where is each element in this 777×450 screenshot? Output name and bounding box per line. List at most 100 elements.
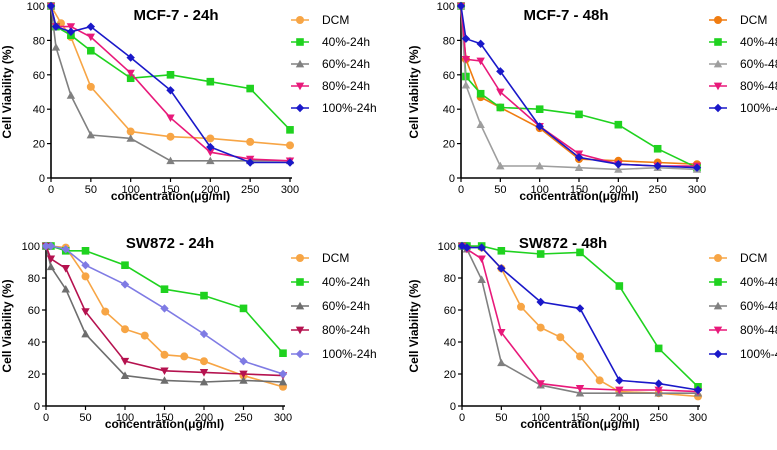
chart-1-series-100-24h-point <box>206 142 215 152</box>
chart-3-title: SW872 - 24h <box>126 235 214 252</box>
chart-4-series-40-48h-point <box>654 344 663 353</box>
chart-2-legend-swatch-marker <box>714 38 722 46</box>
chart-1-series-dcm-point <box>166 132 175 141</box>
chart-4-series-100-48h-point <box>462 243 472 252</box>
chart-1-series-60-24h-point <box>126 134 135 142</box>
chart-2-y-label: Cell Viability (%) <box>407 45 421 138</box>
chart-1-title: MCF-7 - 24h <box>133 7 218 24</box>
chart-1-series-40-24h-line <box>50 5 291 131</box>
chart-2-legend-80-48h: 80%-48h <box>709 79 777 93</box>
chart-1-legend-label: 100%-24h <box>322 101 377 115</box>
chart-3-legend-label: 60%-24h <box>322 299 370 313</box>
chart-1-x-tick-label: 250 <box>241 184 259 196</box>
chart-4-y-label: Cell Viability (%) <box>407 279 421 372</box>
chart-4-legend-label: 80%-48h <box>740 323 777 337</box>
chart-4-series-dcm-point <box>556 333 565 342</box>
chart-4-legend-label: DCM <box>740 251 767 265</box>
chart-3-series-100-24h-point <box>199 329 209 339</box>
chart-1-series-80-24h-point <box>166 114 175 122</box>
chart-3-legend-40-24h: 40%-24h <box>291 275 370 289</box>
chart-1-series-100-24h-point <box>51 22 61 31</box>
chart-2-legend-100-48h: 100%-48h <box>709 101 777 115</box>
chart-3-series-dcm-point <box>200 357 208 366</box>
chart-1-series-dcm-point <box>286 141 294 150</box>
chart-2-series-80-48h <box>456 2 702 171</box>
chart-4-x-tick-label: 150 <box>571 412 589 424</box>
chart-4-legend-swatch-marker <box>713 326 723 335</box>
chart-2-series-60-48h-point <box>461 80 471 89</box>
chart-2-series-40-48h-point <box>653 144 662 153</box>
chart-2-series-60-48h-point <box>496 161 505 170</box>
chart-4-x-tick-label: 300 <box>689 412 707 424</box>
chart-2-legend-label: 80%-48h <box>740 79 777 93</box>
chart-1-series-100-24h <box>46 1 295 167</box>
chart-1-series-40-24h-point <box>286 126 294 134</box>
chart-3-series-40-24h-point <box>121 261 129 269</box>
chart-1-legend-dcm: DCM <box>291 13 349 27</box>
chart-3-y-tick-label: 40 <box>28 337 40 349</box>
chart-3-x-tick-label: 300 <box>274 412 292 424</box>
chart-3-series-dcm-point <box>121 325 129 334</box>
chart-2-series-100-48h-point <box>496 67 505 76</box>
chart-1-series-40-24h-point <box>166 71 175 79</box>
chart-4-series-80-48h-point <box>575 385 585 393</box>
chart-2-legend-dcm: DCM <box>709 13 767 27</box>
chart-3-series-60-24h-point <box>199 377 209 386</box>
chart-4-x-label: concentration(μg/ml) <box>520 417 639 431</box>
chart-4-legend-label: 60%-48h <box>740 299 777 313</box>
chart-4-y-tick-label: 40 <box>444 337 456 349</box>
chart-3-x-tick-label: 150 <box>155 412 173 424</box>
chart-1-legend-80-24h: 80%-24h <box>291 79 370 93</box>
chart-1-x-label: concentration(μg/ml) <box>111 189 230 203</box>
chart-4-series-80-48h-point <box>654 386 663 395</box>
chart-2-x-tick-label: 300 <box>688 184 706 196</box>
chart-2-series-80-48h-point <box>461 55 471 64</box>
chart-3-y-tick-label: 20 <box>28 369 40 381</box>
chart-3-series-40-24h-point <box>160 285 169 293</box>
chart-4-series-80-48h <box>457 242 703 396</box>
chart-3-series-80-24h-point <box>239 370 248 379</box>
chart-3-x-tick-label: 250 <box>234 412 252 424</box>
chart-2-series-80-48h-point <box>496 88 505 97</box>
chart-1-series-80-24h-point <box>66 23 76 31</box>
chart-1-series-100-24h-point <box>126 53 135 62</box>
chart-1-x-tick-label: 200 <box>201 184 219 196</box>
chart-1-series-dcm-point <box>86 82 95 91</box>
chart-2-series-40-48h-point <box>476 89 485 98</box>
chart-4-x-tick-label: 0 <box>459 412 465 424</box>
chart-4-y-tick-label: 80 <box>444 273 456 285</box>
chart-1-series-60-24h-point <box>66 91 76 99</box>
chart-1-series-100-24h-point <box>86 22 96 31</box>
chart-2-series-60-48h-point <box>535 161 544 170</box>
chart-3-series-100-24h-point <box>278 369 288 379</box>
chart-2-y-tick-label: 40 <box>443 104 455 116</box>
chart-4-series-100-48h-point <box>536 297 545 307</box>
chart-2-series-100-48h-point <box>614 160 623 169</box>
chart-2-series-dcm <box>457 2 701 169</box>
chart-2-x-tick-label: 50 <box>494 184 506 196</box>
chart-1-series-80-24h-point <box>206 148 215 157</box>
chart-4-series-40-48h-point <box>615 282 624 290</box>
chart-4-series-40-48h-point <box>576 248 584 257</box>
chart-4-legend-dcm: DCM <box>709 251 767 265</box>
chart-3-y-label: Cell Viability (%) <box>0 279 14 372</box>
chart-3-series-60-24h-point <box>81 329 90 338</box>
chart-3-series-dcm-point <box>160 350 169 359</box>
chart-1-x-tick-label: 100 <box>121 184 139 196</box>
chart-3-series-80-24h-point <box>120 357 130 366</box>
chart-4-series-dcm-point <box>595 376 604 385</box>
chart-1: MCF-7 - 24h 0 20 40 60 80 100 0 50 100 150 200 250 30… <box>0 1 377 203</box>
chart-4-series-dcm <box>458 242 702 401</box>
chart-4-series-60-48h-point <box>575 389 585 397</box>
chart-3-x-label: concentration(μg/ml) <box>105 417 224 431</box>
chart-2-series-100-48h-point <box>653 161 662 171</box>
chart-2-series-100-48h-point <box>456 1 466 11</box>
chart-3: SW872 - 24h 0 20 40 60 80 100 0 50 100 150 200 250 30… <box>0 235 377 431</box>
chart-3-legend-swatch-marker <box>295 301 305 310</box>
chart-1-x-tick-label: 150 <box>161 184 179 196</box>
chart-1-legend-swatch-marker <box>295 59 305 68</box>
chart-3-series-100-24h <box>41 241 288 379</box>
chart-3-series-100-24h-point <box>46 241 56 251</box>
chart-4-x-tick-label: 50 <box>495 412 507 424</box>
chart-2-x-tick-label: 150 <box>570 184 588 196</box>
